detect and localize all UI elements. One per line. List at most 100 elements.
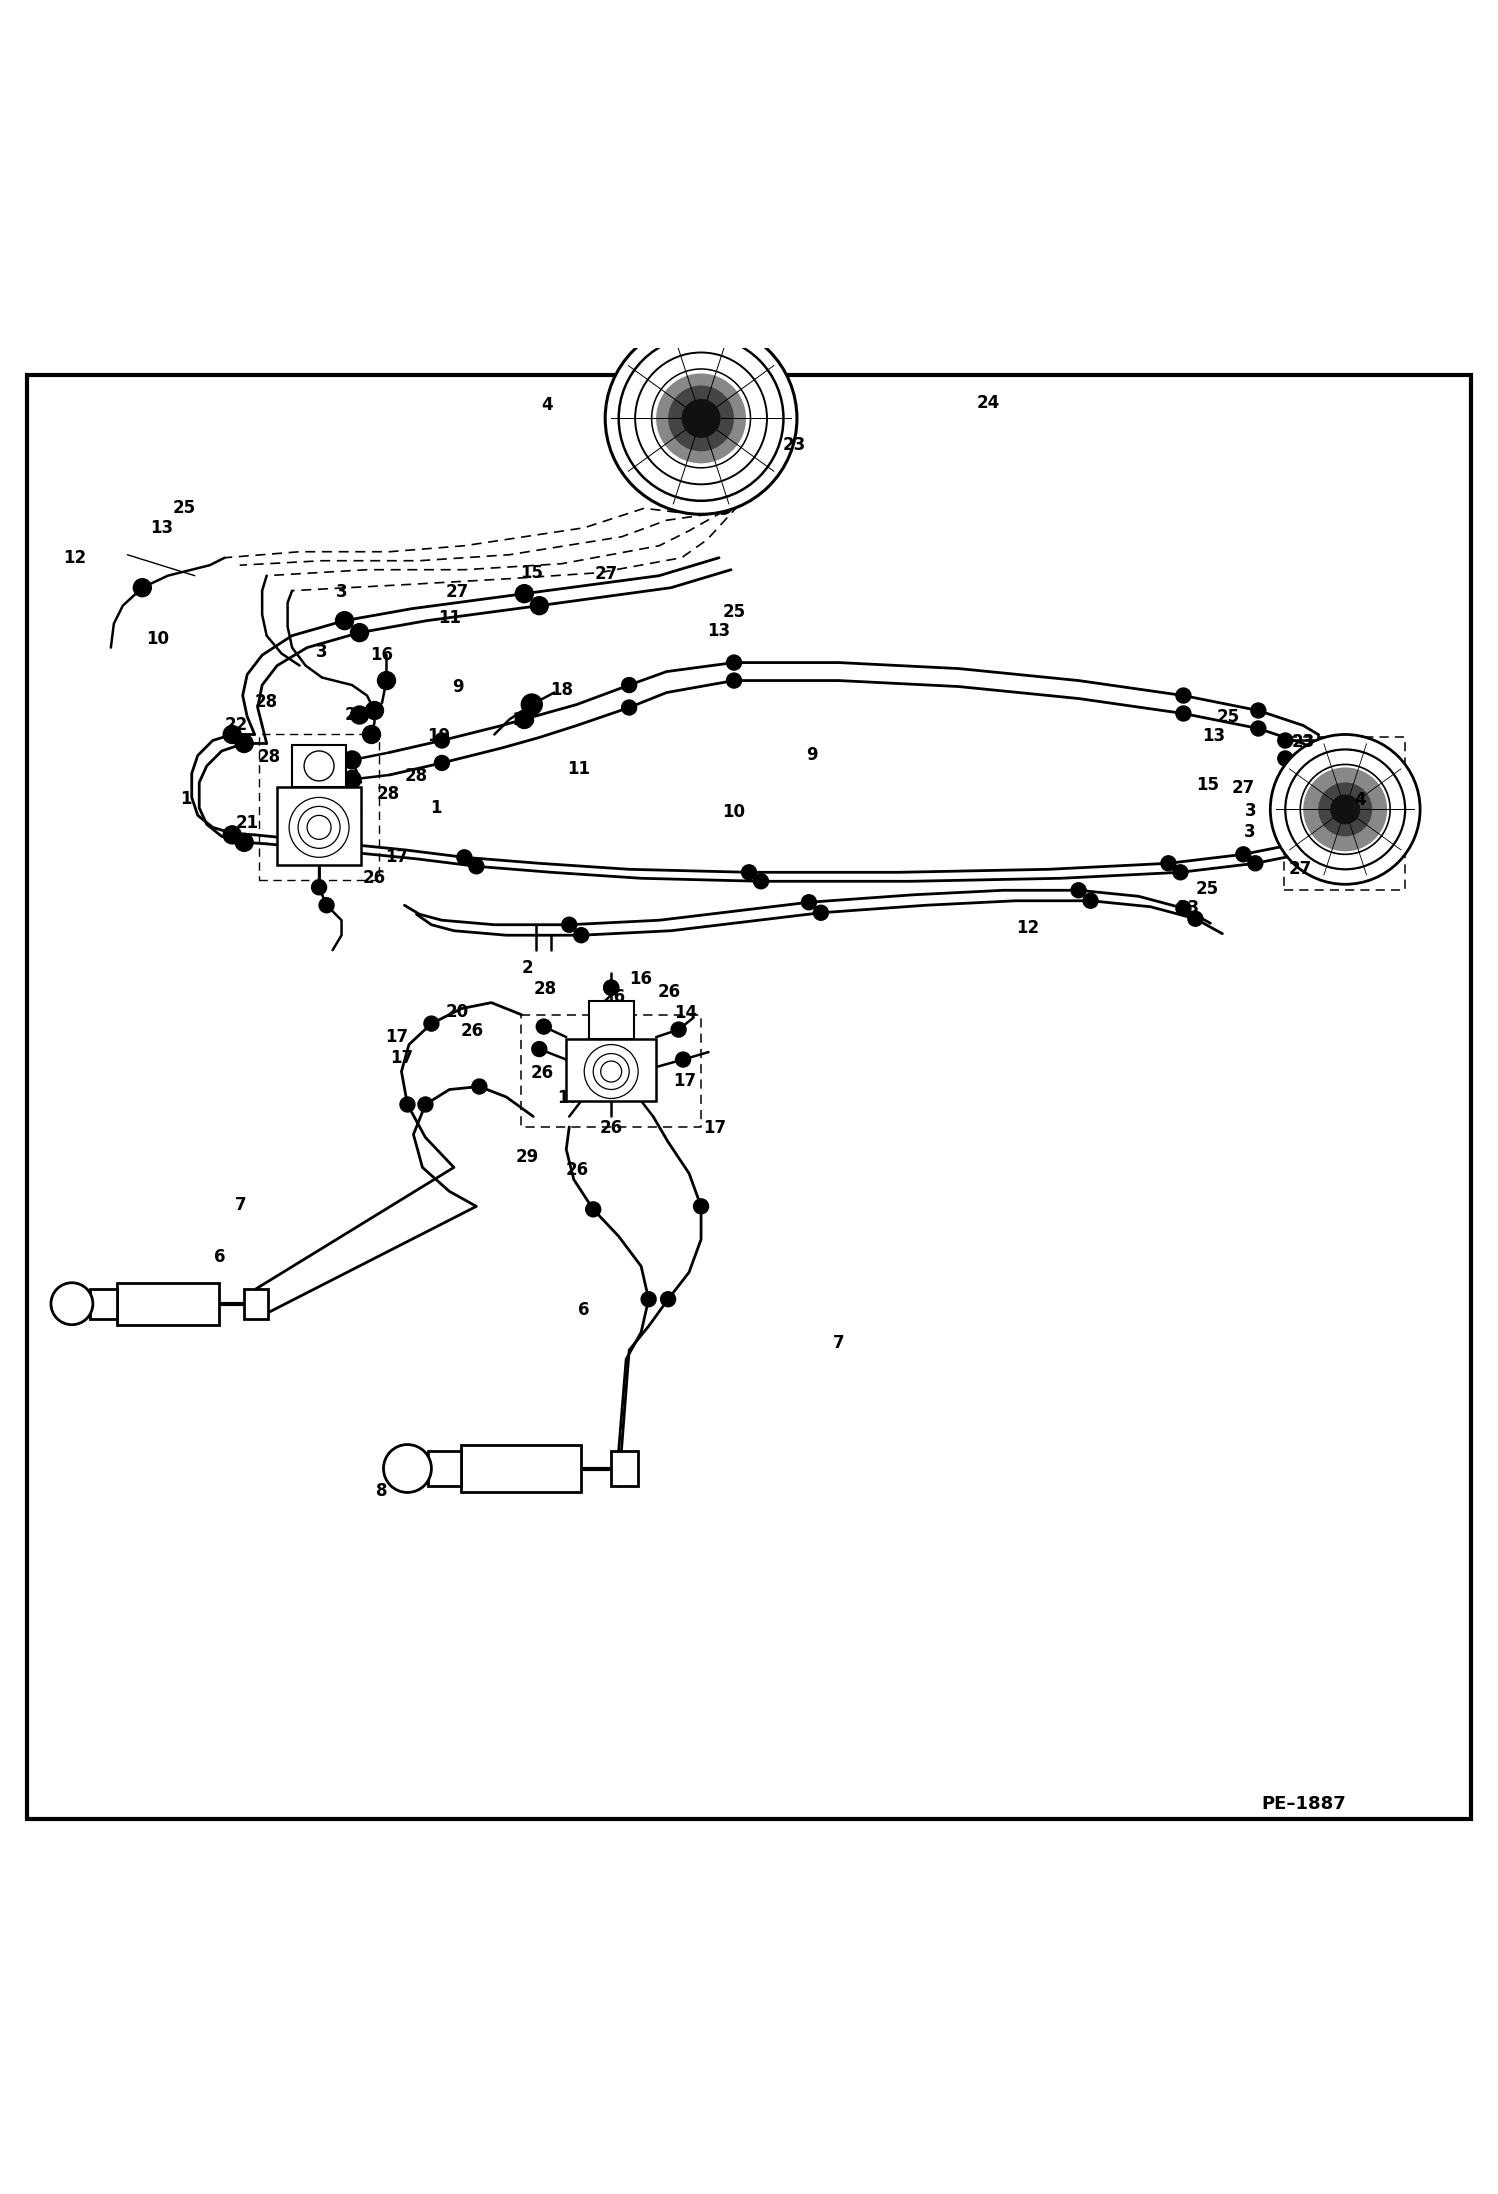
Text: 10: 10 (722, 803, 746, 821)
Text: 11: 11 (437, 608, 461, 627)
Text: 26: 26 (602, 987, 626, 1005)
Circle shape (1188, 911, 1203, 926)
Circle shape (622, 678, 637, 693)
Circle shape (1278, 832, 1293, 847)
Circle shape (1176, 706, 1191, 722)
Circle shape (586, 1202, 601, 1218)
Circle shape (813, 906, 828, 919)
Text: 21: 21 (235, 814, 259, 832)
Circle shape (51, 1283, 93, 1325)
Circle shape (656, 373, 746, 463)
Circle shape (605, 323, 797, 513)
Text: 23: 23 (1291, 733, 1315, 750)
Text: 23: 23 (782, 437, 806, 454)
Text: 14: 14 (674, 1005, 698, 1022)
Text: 10: 10 (145, 630, 169, 647)
Circle shape (1173, 864, 1188, 880)
Text: 20: 20 (445, 1003, 469, 1020)
Text: 11: 11 (566, 759, 590, 779)
Circle shape (363, 726, 380, 744)
Text: 4: 4 (541, 395, 553, 415)
Text: 26: 26 (530, 1064, 554, 1082)
Circle shape (434, 755, 449, 770)
Circle shape (1176, 902, 1191, 915)
Circle shape (682, 399, 721, 439)
Text: 26: 26 (658, 983, 682, 1000)
Circle shape (434, 733, 449, 748)
Text: 26: 26 (512, 711, 536, 728)
Circle shape (1303, 768, 1387, 851)
Circle shape (682, 399, 721, 439)
Circle shape (661, 1292, 676, 1308)
Text: 24: 24 (977, 395, 1001, 412)
Text: 16: 16 (370, 645, 394, 665)
Circle shape (1248, 856, 1263, 871)
Text: 17: 17 (385, 849, 409, 867)
Bar (277, 788, 361, 864)
Circle shape (801, 895, 816, 911)
Circle shape (774, 382, 792, 402)
Circle shape (235, 735, 253, 753)
Circle shape (641, 1292, 656, 1308)
Circle shape (1278, 774, 1293, 790)
Text: 27: 27 (1231, 779, 1255, 796)
Text: 9: 9 (452, 678, 464, 695)
Circle shape (521, 693, 542, 715)
Text: 28: 28 (404, 768, 428, 785)
Circle shape (562, 917, 577, 932)
Text: 13: 13 (1176, 900, 1200, 917)
Circle shape (515, 711, 533, 728)
Circle shape (1318, 783, 1372, 836)
Text: 25: 25 (1216, 706, 1240, 726)
Text: 17: 17 (673, 1071, 697, 1090)
Text: 2: 2 (521, 959, 533, 976)
Text: 26: 26 (565, 1161, 589, 1180)
Circle shape (668, 386, 734, 452)
Bar (117, 1283, 219, 1325)
Circle shape (312, 880, 327, 895)
Text: 15: 15 (520, 564, 544, 581)
Circle shape (235, 834, 253, 851)
Circle shape (668, 386, 734, 452)
Circle shape (351, 623, 369, 641)
Text: 29: 29 (515, 1147, 539, 1165)
Text: 25: 25 (722, 603, 746, 621)
Circle shape (515, 584, 533, 603)
Text: 27: 27 (445, 584, 469, 601)
Circle shape (694, 1198, 709, 1213)
Text: PE–1887: PE–1887 (1261, 1795, 1345, 1812)
Bar (611, 1450, 638, 1488)
Text: 17: 17 (703, 1119, 727, 1136)
Bar (589, 1000, 634, 1038)
Circle shape (715, 496, 733, 513)
Circle shape (377, 671, 395, 689)
Bar (90, 1288, 117, 1319)
Text: 28: 28 (255, 693, 279, 711)
Circle shape (635, 353, 767, 485)
Bar (461, 1444, 581, 1492)
Circle shape (622, 700, 637, 715)
Circle shape (619, 336, 783, 500)
Circle shape (604, 981, 619, 996)
Text: 18: 18 (550, 680, 574, 698)
Circle shape (1278, 750, 1293, 766)
Circle shape (604, 981, 619, 996)
Text: 12: 12 (1016, 919, 1040, 937)
Text: 3: 3 (1245, 801, 1257, 821)
Text: 28: 28 (533, 981, 557, 998)
Circle shape (351, 706, 369, 724)
Text: 4: 4 (1354, 792, 1366, 810)
Circle shape (457, 849, 472, 864)
Text: 7: 7 (235, 1196, 247, 1213)
Text: 13: 13 (1201, 726, 1225, 746)
Text: 26: 26 (363, 869, 386, 886)
Circle shape (223, 726, 241, 744)
Text: 26: 26 (566, 1038, 590, 1058)
Text: 28: 28 (376, 785, 400, 803)
Circle shape (319, 897, 334, 913)
Bar (244, 1288, 268, 1319)
Circle shape (532, 1042, 547, 1058)
Circle shape (727, 674, 742, 689)
Circle shape (1176, 689, 1191, 702)
Text: 8: 8 (66, 1310, 78, 1327)
